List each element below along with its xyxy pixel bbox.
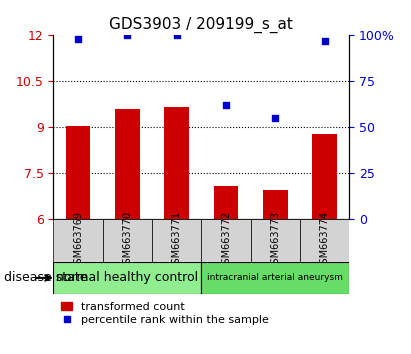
FancyBboxPatch shape <box>201 219 251 262</box>
FancyBboxPatch shape <box>152 219 201 262</box>
Bar <box>312 133 337 219</box>
FancyBboxPatch shape <box>300 219 349 262</box>
Bar <box>115 109 140 219</box>
Point <box>124 33 131 38</box>
Point <box>223 103 229 108</box>
FancyBboxPatch shape <box>53 262 201 294</box>
Text: GSM663774: GSM663774 <box>320 211 330 270</box>
Text: GSM663773: GSM663773 <box>270 211 280 270</box>
Text: disease state: disease state <box>4 272 88 284</box>
FancyBboxPatch shape <box>53 219 103 262</box>
Text: GSM663769: GSM663769 <box>73 211 83 270</box>
Text: normal healthy control: normal healthy control <box>56 272 199 284</box>
Bar <box>66 126 90 219</box>
FancyBboxPatch shape <box>251 219 300 262</box>
FancyBboxPatch shape <box>103 219 152 262</box>
Point <box>321 38 328 44</box>
Bar <box>214 186 238 219</box>
Bar <box>263 190 288 219</box>
Title: GDS3903 / 209199_s_at: GDS3903 / 209199_s_at <box>109 16 293 33</box>
Legend: transformed count, percentile rank within the sample: transformed count, percentile rank withi… <box>59 299 271 327</box>
Text: GSM663772: GSM663772 <box>221 211 231 270</box>
Point <box>75 36 81 42</box>
Bar <box>164 108 189 219</box>
Text: GSM663771: GSM663771 <box>172 211 182 270</box>
FancyBboxPatch shape <box>201 262 349 294</box>
Text: GSM663770: GSM663770 <box>122 211 132 270</box>
Point <box>272 115 279 121</box>
Text: intracranial arterial aneurysm: intracranial arterial aneurysm <box>208 273 343 282</box>
Point <box>173 33 180 38</box>
